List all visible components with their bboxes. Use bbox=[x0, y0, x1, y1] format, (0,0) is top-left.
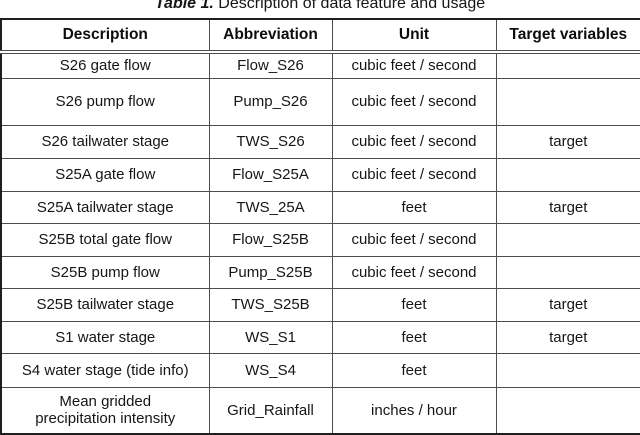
column-header-unit: Unit bbox=[331, 18, 497, 54]
table-caption-text: Description of data feature and usage bbox=[213, 0, 486, 12]
cell-unit: cubic feet / second bbox=[331, 222, 497, 257]
cell-unit: cubic feet / second bbox=[331, 51, 497, 79]
cell-target: target bbox=[495, 190, 640, 224]
table-row: S26 gate flow Flow_S26 cubic feet / seco… bbox=[0, 51, 640, 79]
cell-abbreviation: TWS_25A bbox=[208, 190, 333, 224]
table-caption: Table 1. Description of data feature and… bbox=[0, 0, 640, 12]
cell-unit: feet bbox=[331, 287, 497, 322]
cell-abbreviation: Flow_S26 bbox=[208, 51, 333, 79]
cell-description: S25A gate flow bbox=[0, 157, 210, 192]
cell-abbreviation: TWS_S26 bbox=[208, 124, 333, 159]
table-caption-label: Table 1. bbox=[154, 0, 214, 12]
cell-abbreviation: WS_S1 bbox=[208, 320, 333, 354]
cell-description: S4 water stage (tide info) bbox=[0, 352, 210, 388]
column-header-target-variables: Target variables bbox=[495, 18, 640, 54]
cell-target: target bbox=[495, 124, 640, 159]
cell-target: target bbox=[495, 320, 640, 354]
table-row: S25A tailwater stage TWS_25A feet target bbox=[0, 190, 640, 224]
cell-abbreviation: Flow_S25A bbox=[208, 157, 333, 192]
cell-abbreviation: TWS_S25B bbox=[208, 287, 333, 322]
cell-target bbox=[495, 51, 640, 79]
cell-description: S26 tailwater stage bbox=[0, 124, 210, 159]
cell-unit: feet bbox=[331, 190, 497, 224]
cell-description: S26 pump flow bbox=[0, 77, 210, 126]
cell-description: S25B pump flow bbox=[0, 255, 210, 289]
table-row: S25B pump flow Pump_S25B cubic feet / se… bbox=[0, 255, 640, 289]
header-row: Description Abbreviation Unit Target var… bbox=[0, 18, 640, 54]
cell-description: S25B total gate flow bbox=[0, 222, 210, 257]
cell-description: S25A tailwater stage bbox=[0, 190, 210, 224]
cell-description: S26 gate flow bbox=[0, 51, 210, 79]
table-row: S25A gate flow Flow_S25A cubic feet / se… bbox=[0, 157, 640, 192]
cell-abbreviation: Pump_S26 bbox=[208, 77, 333, 126]
cell-abbreviation: Flow_S25B bbox=[208, 222, 333, 257]
table-row: Mean gridded precipitation intensity Gri… bbox=[0, 386, 640, 435]
cell-target bbox=[495, 386, 640, 435]
cell-description: S25B tailwater stage bbox=[0, 287, 210, 322]
cell-unit: cubic feet / second bbox=[331, 157, 497, 192]
cell-abbreviation: Pump_S25B bbox=[208, 255, 333, 289]
cell-description: Mean gridded precipitation intensity bbox=[0, 386, 210, 435]
table-row: S26 tailwater stage TWS_S26 cubic feet /… bbox=[0, 124, 640, 159]
cell-unit: cubic feet / second bbox=[331, 77, 497, 126]
cell-target bbox=[495, 255, 640, 289]
cell-unit: feet bbox=[331, 352, 497, 388]
cell-unit: inches / hour bbox=[331, 386, 497, 435]
column-header-description: Description bbox=[0, 18, 210, 54]
table-row: S25B tailwater stage TWS_S25B feet targe… bbox=[0, 287, 640, 322]
cell-target bbox=[495, 352, 640, 388]
data-feature-table: Description Abbreviation Unit Target var… bbox=[0, 18, 640, 435]
cell-abbreviation: Grid_Rainfall bbox=[208, 386, 333, 435]
table-row: S1 water stage WS_S1 feet target bbox=[0, 320, 640, 354]
cell-abbreviation: WS_S4 bbox=[208, 352, 333, 388]
cell-target bbox=[495, 222, 640, 257]
cell-description: S1 water stage bbox=[0, 320, 210, 354]
cell-unit: cubic feet / second bbox=[331, 255, 497, 289]
cell-target bbox=[495, 157, 640, 192]
table-row: S4 water stage (tide info) WS_S4 feet bbox=[0, 352, 640, 388]
cell-target bbox=[495, 77, 640, 126]
table-row: S26 pump flow Pump_S26 cubic feet / seco… bbox=[0, 77, 640, 126]
table-row: S25B total gate flow Flow_S25B cubic fee… bbox=[0, 222, 640, 257]
column-header-abbreviation: Abbreviation bbox=[208, 18, 333, 54]
cell-unit: feet bbox=[331, 320, 497, 354]
cell-target: target bbox=[495, 287, 640, 322]
cell-unit: cubic feet / second bbox=[331, 124, 497, 159]
